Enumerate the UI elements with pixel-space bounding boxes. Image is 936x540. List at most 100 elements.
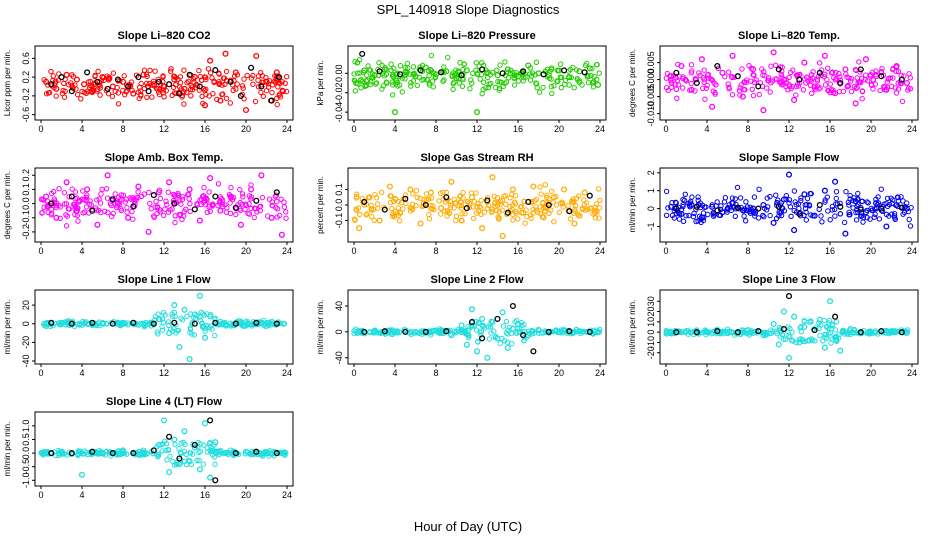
data-point xyxy=(412,328,419,335)
series-1 xyxy=(356,306,598,361)
data-point xyxy=(440,78,446,84)
data-point xyxy=(530,183,537,190)
data-point xyxy=(58,448,65,455)
data-point xyxy=(76,451,82,457)
data-point xyxy=(274,214,280,220)
data-point xyxy=(593,201,599,207)
data-point xyxy=(114,200,121,207)
data-point xyxy=(51,199,58,206)
data-point xyxy=(895,68,902,75)
data-point xyxy=(516,329,523,335)
data-point xyxy=(207,417,214,424)
data-point xyxy=(268,214,275,221)
data-point xyxy=(551,219,557,225)
data-point xyxy=(133,197,139,203)
data-point xyxy=(258,172,265,179)
data-point xyxy=(842,230,849,237)
data-point xyxy=(476,208,482,215)
data-point xyxy=(774,76,780,82)
data-point xyxy=(179,196,186,203)
point-cloud xyxy=(351,182,603,226)
data-point xyxy=(358,77,364,84)
data-point xyxy=(408,83,414,89)
data-point xyxy=(898,76,905,83)
data-point xyxy=(244,72,250,79)
data-point xyxy=(186,458,193,465)
x-tick-label: 24 xyxy=(595,124,605,134)
point-cloud xyxy=(41,66,290,108)
data-point xyxy=(800,87,807,93)
x-tick-label: 4 xyxy=(79,124,84,134)
data-point xyxy=(196,83,203,90)
data-point xyxy=(693,218,699,225)
data-point xyxy=(760,201,767,209)
data-point xyxy=(73,207,80,214)
data-point xyxy=(903,79,910,87)
data-point xyxy=(380,330,387,336)
data-point xyxy=(528,215,534,222)
data-point xyxy=(663,75,670,81)
data-point xyxy=(232,204,239,211)
data-point xyxy=(160,87,167,93)
data-point xyxy=(683,78,690,84)
data-point xyxy=(814,76,820,82)
data-point xyxy=(484,69,491,76)
data-point xyxy=(361,67,368,74)
data-point xyxy=(833,195,839,202)
data-point xyxy=(50,73,56,79)
data-point xyxy=(260,317,267,324)
data-point xyxy=(453,213,460,219)
data-point xyxy=(124,82,130,88)
data-point xyxy=(191,311,198,318)
data-point xyxy=(893,62,900,70)
data-point xyxy=(511,199,518,205)
data-point xyxy=(692,88,698,94)
data-point xyxy=(155,441,162,448)
data-point xyxy=(99,320,106,327)
data-point xyxy=(868,205,874,212)
data-point xyxy=(48,212,54,218)
panel-4: Slope Amb. Box Temp. degrees C per min. 0 4… xyxy=(3,152,294,256)
data-point xyxy=(242,201,249,207)
data-point xyxy=(851,327,857,333)
data-point xyxy=(729,74,735,81)
data-point xyxy=(683,213,689,219)
data-point xyxy=(803,209,809,215)
data-point xyxy=(750,66,757,73)
data-point xyxy=(442,208,448,214)
data-point xyxy=(729,52,736,59)
panel-title: Slope Line 1 Flow xyxy=(118,274,211,286)
data-point xyxy=(503,330,510,336)
figure-x-axis-label: Hour of Day (UTC) xyxy=(414,519,522,534)
data-point xyxy=(361,328,368,335)
data-point xyxy=(198,309,205,315)
data-point xyxy=(397,209,404,216)
data-point xyxy=(797,210,803,216)
data-point xyxy=(844,331,851,337)
data-point xyxy=(258,83,265,90)
data-point xyxy=(63,201,70,207)
data-point xyxy=(362,83,368,90)
data-point xyxy=(545,201,552,209)
data-point xyxy=(489,209,495,215)
data-point xyxy=(119,197,125,203)
data-point xyxy=(429,206,435,212)
data-point xyxy=(549,188,555,195)
x-tick-label: 24 xyxy=(595,246,605,256)
data-point xyxy=(367,81,374,88)
data-point xyxy=(143,71,150,78)
data-point xyxy=(791,96,798,104)
data-point xyxy=(473,67,479,74)
data-point xyxy=(371,72,378,79)
data-point xyxy=(109,320,116,327)
data-point xyxy=(750,72,756,78)
data-point xyxy=(89,207,96,214)
data-point xyxy=(811,212,818,219)
data-point xyxy=(816,69,823,76)
y-tick-label: 0.2 xyxy=(21,169,31,182)
data-point xyxy=(734,204,741,211)
data-point xyxy=(588,72,594,79)
data-point xyxy=(533,81,540,87)
data-point xyxy=(484,354,491,361)
data-point xyxy=(714,207,721,214)
